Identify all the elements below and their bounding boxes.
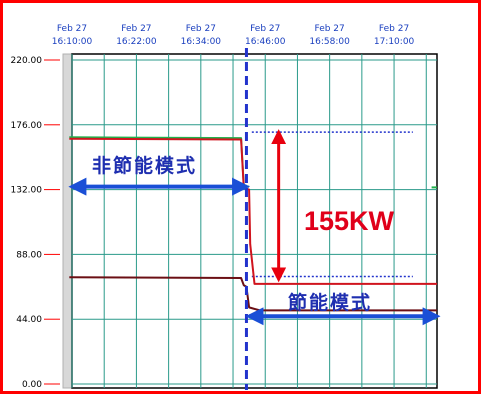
reference-lines xyxy=(251,131,413,278)
x-tick-date: Feb 27 xyxy=(121,24,151,34)
x-axis: Feb 27 16:10:00 Feb 27 16:22:00 Feb 27 16:34:… xyxy=(52,24,415,47)
grid-layer xyxy=(62,53,438,389)
x-tick-date: Feb 27 xyxy=(186,24,216,34)
arrow-layer xyxy=(68,129,441,326)
x-tick-time: 16:58:00 xyxy=(309,37,350,47)
non-saving-mode-label: 非節能模式 xyxy=(92,154,197,177)
x-tick-date: Feb 27 xyxy=(57,24,87,34)
y-tick-label: 44.00 xyxy=(16,315,42,325)
y-tick-label: 220.00 xyxy=(11,56,43,66)
x-tick-time: 16:22:00 xyxy=(116,37,157,47)
x-tick-time: 16:46:00 xyxy=(245,37,286,47)
plot-area xyxy=(71,53,438,389)
y-tick-label: 132.00 xyxy=(11,186,43,196)
y-axis: 0.00 44.00 88.00 132.00 176.00 220.00 xyxy=(11,56,60,390)
saving-amount-label: 155KW xyxy=(304,206,395,236)
x-tick-time: 16:34:00 xyxy=(181,37,222,47)
y-tick-label: 0.00 xyxy=(22,380,42,390)
saving-mode-label: 節能模式 xyxy=(288,291,372,314)
x-tick-time: 16:10:00 xyxy=(52,37,93,47)
y-tick-label: 176.00 xyxy=(11,121,43,131)
x-tick-date: Feb 27 xyxy=(379,24,409,34)
x-tick-date: Feb 27 xyxy=(315,24,345,34)
y-tick-label: 88.00 xyxy=(16,250,42,260)
x-tick-date: Feb 27 xyxy=(250,24,280,34)
x-tick-time: 17:10:00 xyxy=(374,37,415,47)
